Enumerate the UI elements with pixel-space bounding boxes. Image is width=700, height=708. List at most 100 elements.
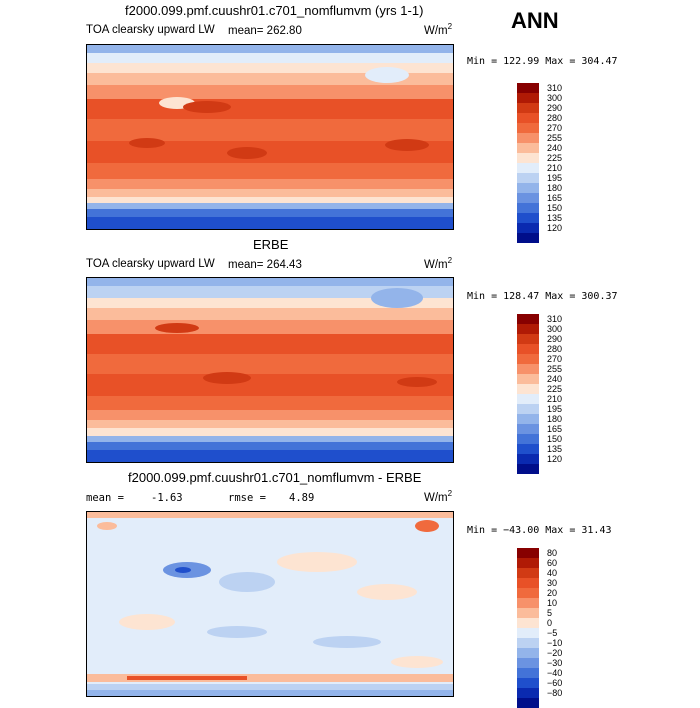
legend-tick: 120: [547, 223, 562, 233]
legend-tick: 60: [547, 558, 557, 568]
panel3-rmse-label: rmse =: [228, 492, 266, 504]
legend-tick: 150: [547, 203, 562, 213]
legend-swatch: [517, 668, 539, 678]
panel1-map: [86, 44, 454, 230]
legend-swatch: [517, 113, 539, 123]
panel3-units: W/m2: [424, 489, 452, 504]
legend-swatch: [517, 233, 539, 243]
panel1-units: W/m2: [424, 22, 452, 37]
legend-swatch: [517, 588, 539, 598]
legend-swatch: [517, 103, 539, 113]
legend-tick: 80: [547, 548, 557, 558]
legend-swatch: [517, 143, 539, 153]
panel3-mean-value: -1.63: [151, 492, 183, 504]
legend-swatch: [517, 688, 539, 698]
legend-tick: 225: [547, 153, 562, 163]
legend-swatch: [517, 598, 539, 608]
legend-tick: 255: [547, 364, 562, 374]
legend-swatch: [517, 334, 539, 344]
panel3-minmax: Min = −43.00 Max = 31.43: [467, 525, 612, 536]
legend-tick: 280: [547, 113, 562, 123]
legend-swatch: [517, 344, 539, 354]
legend-swatch: [517, 618, 539, 628]
legend-swatch: [517, 153, 539, 163]
panel2-title: ERBE: [253, 237, 288, 252]
panel3-map: [86, 511, 454, 697]
legend-tick: 180: [547, 183, 562, 193]
legend-swatch: [517, 193, 539, 203]
legend-swatch: [517, 548, 539, 558]
legend-tick: 240: [547, 143, 562, 153]
legend-tick: 135: [547, 444, 562, 454]
legend-swatch: [517, 83, 539, 93]
legend-tick: 120: [547, 454, 562, 464]
legend-swatch: [517, 213, 539, 223]
legend-swatch: [517, 658, 539, 668]
legend-swatch: [517, 638, 539, 648]
legend-swatch: [517, 163, 539, 173]
legend-tick: 165: [547, 193, 562, 203]
legend-swatch: [517, 133, 539, 143]
legend-tick: 280: [547, 344, 562, 354]
legend-swatch: [517, 173, 539, 183]
legend-tick: 20: [547, 588, 557, 598]
legend-swatch: [517, 223, 539, 233]
panel2-units: W/m2: [424, 256, 452, 271]
legend-swatch: [517, 464, 539, 474]
legend-swatch: [517, 648, 539, 658]
legend-tick: 180: [547, 414, 562, 424]
panel1-variable: TOA clearsky upward LW: [86, 24, 215, 36]
legend-tick: 135: [547, 213, 562, 223]
legend-tick: 225: [547, 384, 562, 394]
legend-tick: 40: [547, 568, 557, 578]
panel2-minmax: Min = 128.47 Max = 300.37: [467, 291, 618, 302]
legend-tick: −80: [547, 688, 562, 698]
legend-swatch: [517, 314, 539, 324]
legend-tick: 10: [547, 598, 557, 608]
panel3-title: f2000.099.pmf.cuushr01.c701_nomflumvm - …: [128, 470, 421, 485]
legend-tick: 210: [547, 394, 562, 404]
legend-tick: 310: [547, 314, 562, 324]
panel2-variable: TOA clearsky upward LW: [86, 258, 215, 270]
legend-tick: 195: [547, 173, 562, 183]
legend-tick: 165: [547, 424, 562, 434]
legend-swatch: [517, 93, 539, 103]
legend-tick: 290: [547, 103, 562, 113]
legend-tick: 150: [547, 434, 562, 444]
legend-swatch: [517, 414, 539, 424]
panel2-map: [86, 277, 454, 463]
legend-swatch: [517, 183, 539, 193]
legend-swatch: [517, 354, 539, 364]
panel1-mean: mean= 262.80: [228, 25, 302, 37]
legend-tick: 5: [547, 608, 552, 618]
legend-tick: 255: [547, 133, 562, 143]
legend-swatch: [517, 203, 539, 213]
legend-tick: −60: [547, 678, 562, 688]
legend-tick: 300: [547, 324, 562, 334]
legend-tick: −5: [547, 628, 557, 638]
legend-tick: 195: [547, 404, 562, 414]
legend-swatch: [517, 628, 539, 638]
legend-swatch: [517, 424, 539, 434]
legend-swatch: [517, 123, 539, 133]
legend-swatch: [517, 678, 539, 688]
legend-swatch: [517, 434, 539, 444]
legend-tick: −20: [547, 648, 562, 658]
legend-swatch: [517, 394, 539, 404]
panel3-mean-label: mean =: [86, 492, 124, 504]
legend-tick: 0: [547, 618, 552, 628]
legend-swatch: [517, 578, 539, 588]
legend-tick: 210: [547, 163, 562, 173]
legend-tick: 270: [547, 354, 562, 364]
legend-swatch: [517, 444, 539, 454]
legend-tick: 310: [547, 83, 562, 93]
season-label: ANN: [511, 8, 559, 34]
legend-swatch: [517, 558, 539, 568]
panel1-title: f2000.099.pmf.cuushr01.c701_nomflumvm (y…: [125, 3, 423, 18]
legend-swatch: [517, 568, 539, 578]
legend-tick: 270: [547, 123, 562, 133]
legend-swatch: [517, 364, 539, 374]
legend-swatch: [517, 384, 539, 394]
legend-tick: −30: [547, 658, 562, 668]
legend-tick: 290: [547, 334, 562, 344]
